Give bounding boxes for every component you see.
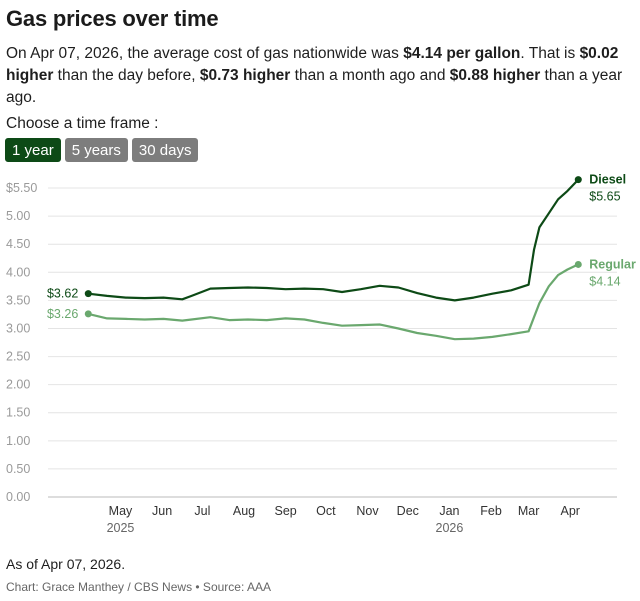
timeframe-30-days-button[interactable]: 30 days bbox=[131, 138, 199, 162]
timeframe-label: Choose a time frame : bbox=[6, 115, 159, 132]
x-tick-label: Feb bbox=[480, 504, 502, 518]
regular-series-name: Regular bbox=[589, 257, 636, 271]
y-tick-label: 4.50 bbox=[6, 237, 30, 251]
x-tick-label: Dec bbox=[397, 504, 419, 518]
summary-part: . That is bbox=[520, 45, 580, 62]
y-tick-label: 1.50 bbox=[6, 406, 30, 420]
summary-text: On Apr 07, 2026, the average cost of gas… bbox=[6, 43, 626, 109]
regular-start-label: $3.26 bbox=[47, 307, 78, 321]
regular-end-label: $4.14 bbox=[589, 274, 620, 288]
summary-day-change: $0.02 higher bbox=[6, 45, 619, 84]
regular-end-point bbox=[574, 260, 582, 268]
summary-part: than a year ago. bbox=[6, 67, 623, 106]
diesel-end-point bbox=[574, 176, 582, 184]
x-tick-label: Nov bbox=[356, 504, 379, 518]
summary-current-price: $4.14 per gallon bbox=[403, 45, 521, 62]
y-tick-label: 3.50 bbox=[6, 293, 30, 307]
y-tick-label: $5.50 bbox=[6, 181, 37, 195]
y-tick-label: 2.00 bbox=[6, 378, 30, 392]
timeframe-1-year-button[interactable]: 1 year bbox=[5, 138, 61, 162]
y-tick-label: 3.00 bbox=[6, 321, 30, 335]
x-tick-label: Jun bbox=[152, 504, 172, 518]
diesel-start-point bbox=[84, 290, 92, 298]
y-tick-label: 5.00 bbox=[6, 209, 30, 223]
diesel-series-name: Diesel bbox=[589, 173, 626, 187]
as-of-note: As of Apr 07, 2026. bbox=[6, 556, 126, 572]
y-tick-label: 0.00 bbox=[6, 490, 30, 504]
chart-title: Gas prices over time bbox=[6, 6, 219, 31]
x-tick-label: Apr bbox=[561, 504, 580, 518]
chart-credit: Chart: Grace Manthey / CBS News • Source… bbox=[6, 580, 271, 594]
x-tick-label: Oct bbox=[316, 504, 336, 518]
summary-part: than the day before, bbox=[53, 67, 200, 84]
summary-month-change: $0.73 higher bbox=[199, 67, 291, 84]
summary-part: On Apr 07, 2026, the average cost of gas… bbox=[6, 45, 404, 62]
x-tick-label: Jan bbox=[439, 504, 459, 518]
y-tick-label: 0.50 bbox=[6, 462, 30, 476]
diesel-end-label: $5.65 bbox=[589, 190, 620, 204]
x-tick-label: Aug bbox=[233, 504, 255, 518]
y-tick-label: 2.50 bbox=[6, 350, 30, 364]
summary-year-change: $0.88 higher bbox=[449, 67, 541, 84]
x-tick-year-label: 2025 bbox=[107, 521, 135, 535]
x-tick-year-label: 2026 bbox=[436, 521, 464, 535]
x-tick-label: Mar bbox=[518, 504, 540, 518]
regular-line bbox=[87, 263, 580, 341]
x-tick-label: May bbox=[109, 504, 133, 518]
summary-part: than a month ago and bbox=[290, 67, 450, 84]
timeframe-buttons: 1 year 5 years 30 days bbox=[5, 138, 199, 162]
timeframe-5-years-button[interactable]: 5 years bbox=[64, 138, 128, 162]
gas-price-chart: $5.50 5.00 4.50 4.00 3.50 3.00 2.50 2.00 1.50 1.0… bbox=[6, 173, 636, 535]
regular-start-point bbox=[84, 310, 92, 318]
diesel-line bbox=[87, 178, 580, 302]
x-tick-label: Sep bbox=[274, 504, 296, 518]
y-tick-label: 1.00 bbox=[6, 434, 30, 448]
x-tick-label: Jul bbox=[194, 504, 210, 518]
diesel-start-label: $3.62 bbox=[47, 287, 78, 301]
y-tick-label: 4.00 bbox=[6, 265, 30, 279]
